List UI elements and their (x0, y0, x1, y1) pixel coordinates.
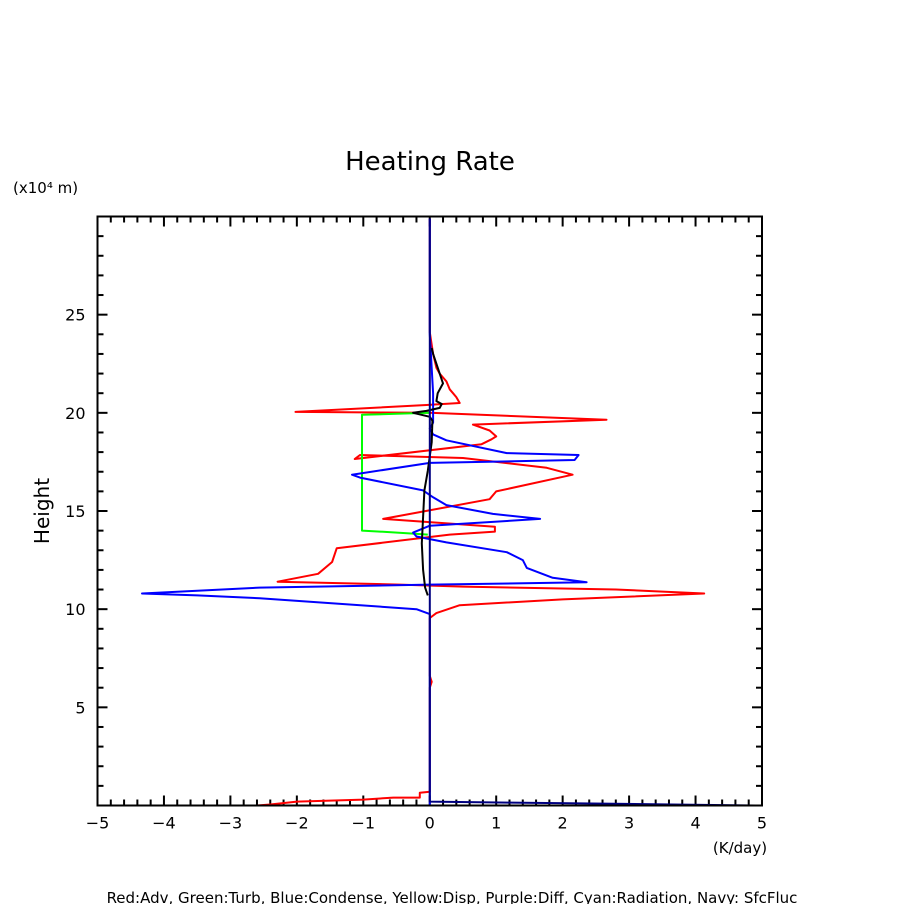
chart-title: Heating Rate (345, 147, 515, 177)
series-condense-line (141, 218, 588, 806)
legend-text: Red:Adv, Green:Turb, Blue:Condense, Yell… (107, 889, 798, 904)
series-adv-line (256, 218, 706, 807)
x-tick-label: 5 (757, 814, 767, 833)
x-tick-label: −2 (285, 814, 309, 833)
axis-ticks: −5 −4 −3 −2 −1 0 1 2 3 4 5 5 10 15 20 25 (65, 216, 767, 833)
y-tick-label: 15 (65, 502, 85, 521)
x-tick-label: −4 (152, 814, 176, 833)
x-tick-label: −1 (352, 814, 376, 833)
x-tick-label: 1 (491, 814, 501, 833)
y-tick-label: 20 (65, 404, 85, 423)
series-lines (141, 218, 756, 807)
x-axis-label: (K/day) (713, 839, 767, 857)
y-axis-label: Height (30, 478, 54, 544)
series-total-line (412, 347, 444, 596)
x-tick-label: 2 (558, 814, 568, 833)
x-tick-label: 4 (690, 814, 700, 833)
x-tick-label: 0 (425, 814, 435, 833)
y-tick-label: 25 (65, 306, 85, 325)
x-tick-label: 3 (624, 814, 634, 833)
y-tick-label: 10 (65, 600, 85, 619)
y-unit-label: (x10⁴ m) (13, 179, 78, 197)
x-tick-label: −5 (86, 814, 110, 833)
x-tick-label: −3 (219, 814, 243, 833)
plot-frame (96, 215, 763, 807)
y-tick-label: 5 (75, 698, 85, 717)
